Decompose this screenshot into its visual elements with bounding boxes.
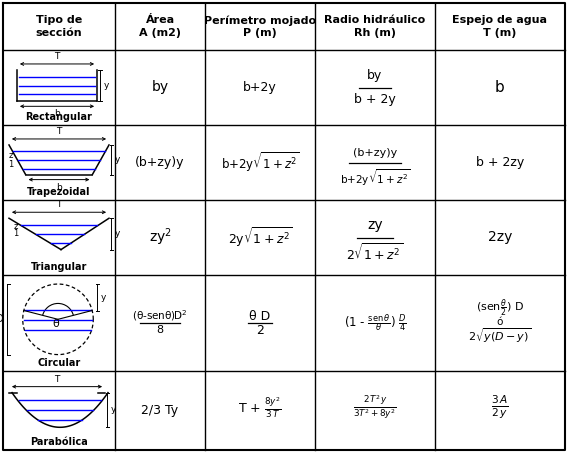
Text: $\frac{2\,T^2 y}{3T^2+8y^2}$: $\frac{2\,T^2 y}{3T^2+8y^2}$ — [353, 394, 397, 421]
Text: T: T — [57, 200, 62, 209]
Text: y: y — [100, 293, 106, 302]
Text: Rectangular: Rectangular — [26, 112, 93, 122]
Text: Espejo de agua
T (m): Espejo de agua T (m) — [452, 15, 548, 38]
Text: Área
A (m2): Área A (m2) — [139, 15, 181, 38]
Text: y: y — [115, 155, 120, 164]
Text: Radio hidráulico
Rh (m): Radio hidráulico Rh (m) — [324, 15, 425, 38]
Text: y: y — [111, 405, 116, 414]
Text: 2$\sqrt{1+z^2}$: 2$\sqrt{1+z^2}$ — [347, 242, 404, 264]
Text: by: by — [151, 81, 168, 95]
Text: b+2y: b+2y — [243, 81, 277, 94]
Text: 1: 1 — [9, 160, 14, 169]
Text: Perímetro mojado
P (m): Perímetro mojado P (m) — [204, 15, 316, 38]
Text: Tipo de
sección: Tipo de sección — [35, 15, 82, 38]
Text: Circular: Circular — [37, 358, 81, 368]
Text: T: T — [54, 52, 60, 61]
Text: z: z — [14, 222, 18, 231]
Text: D: D — [0, 314, 4, 324]
Text: (b+zy)y: (b+zy)y — [135, 156, 185, 169]
Text: y: y — [115, 229, 120, 238]
Text: 8: 8 — [156, 325, 163, 335]
Text: b: b — [56, 183, 62, 192]
Text: (θ-senθ)D$^2$: (θ-senθ)D$^2$ — [132, 308, 188, 323]
Text: 2: 2 — [256, 323, 264, 337]
Text: Trapezoidal: Trapezoidal — [27, 187, 91, 197]
Text: 1: 1 — [13, 229, 19, 238]
Text: by: by — [367, 69, 383, 82]
Text: θ: θ — [53, 319, 59, 329]
Text: b+2y$\sqrt{1+z^2}$: b+2y$\sqrt{1+z^2}$ — [340, 168, 410, 188]
Text: 2y$\sqrt{1+z^2}$: 2y$\sqrt{1+z^2}$ — [228, 226, 292, 249]
Text: Triangular: Triangular — [31, 262, 87, 272]
Text: b: b — [495, 80, 505, 95]
Text: b + 2zy: b + 2zy — [476, 156, 524, 169]
Text: b: b — [54, 109, 60, 118]
Text: T: T — [54, 375, 60, 384]
Text: 2zy: 2zy — [488, 231, 512, 245]
Text: (b+zy)y: (b+zy)y — [353, 148, 397, 158]
Text: θ D: θ D — [250, 309, 271, 323]
Text: z: z — [9, 151, 13, 160]
Text: b+2y$\sqrt{1+z^2}$: b+2y$\sqrt{1+z^2}$ — [220, 151, 299, 174]
Text: (sen$\frac{θ}{2}$) D: (sen$\frac{θ}{2}$) D — [476, 297, 524, 319]
Text: $\frac{3\,A}{2\,y}$: $\frac{3\,A}{2\,y}$ — [491, 394, 509, 421]
Text: zy: zy — [367, 218, 383, 232]
Text: Parabólica: Parabólica — [30, 437, 88, 447]
Text: T + $\frac{8y^2}{3\,T}$: T + $\frac{8y^2}{3\,T}$ — [238, 395, 282, 419]
Text: zy$^2$: zy$^2$ — [148, 226, 171, 248]
Text: 2$\sqrt{y(D-y)}$: 2$\sqrt{y(D-y)}$ — [468, 327, 532, 345]
Text: 2/3 Ty: 2/3 Ty — [142, 404, 179, 417]
Text: ó: ó — [497, 317, 503, 327]
Text: (1 - $\frac{\mathrm{sen}\,θ}{θ}$) $\frac{D}{4}$: (1 - $\frac{\mathrm{sen}\,θ}{θ}$) $\frac… — [344, 312, 407, 334]
Text: b + 2y: b + 2y — [354, 92, 396, 106]
Text: T: T — [57, 127, 62, 136]
Text: y: y — [104, 81, 110, 90]
